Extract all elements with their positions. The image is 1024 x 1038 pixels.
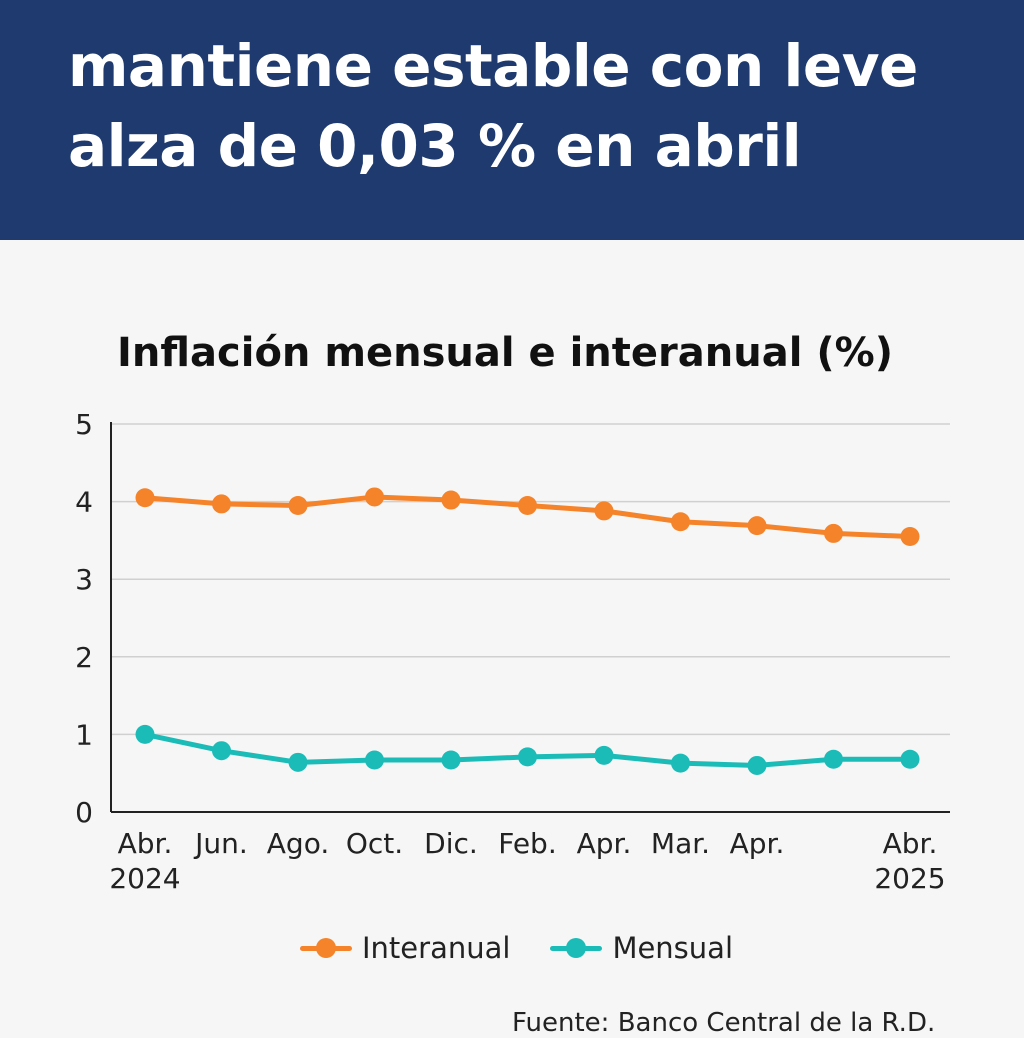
x-tick-label-0: Abr. [118,827,173,860]
data-point-mensual-6 [594,745,614,765]
x-tick-label-8: Apr. [730,827,785,860]
legend-label-mensual: Mensual [612,931,733,965]
data-point-mensual-4 [441,750,461,770]
x-tick-label-7: Mar. [651,827,710,860]
x-tick-year-10: 2025 [874,862,945,895]
data-point-interanual-7 [671,512,690,532]
y-tick-label-5: 5 [75,408,93,441]
legend-item-interanual: Interanual [300,931,510,965]
headline-line-1: mantiene estable con leve [68,32,918,100]
source-note: Fuente: Banco Central de la R.D. [512,1008,936,1038]
data-point-mensual-0 [135,724,155,744]
data-point-interanual-1 [212,494,231,514]
data-point-interanual-6 [594,501,614,521]
data-point-interanual-8 [747,516,767,536]
data-point-interanual-4 [441,490,461,510]
header-banner: mantiene estable con leve alza de 0,03 %… [0,0,1024,240]
y-tick-label-2: 2 [75,641,93,674]
y-tick-label-3: 3 [75,563,93,596]
data-point-interanual-9 [824,523,843,543]
x-tick-label-4: Dic. [424,827,478,860]
legend-item-mensual: Mensual [550,931,733,965]
data-point-mensual-1 [212,741,231,761]
y-tick-label-4: 4 [75,486,93,519]
data-point-interanual-3 [365,487,384,507]
data-point-mensual-3 [365,750,384,770]
y-tick-label-1: 1 [75,718,93,751]
x-tick-label-3: Oct. [346,827,403,860]
data-point-mensual-8 [747,755,767,775]
x-tick-label-2: Ago. [267,827,329,860]
legend-dot-mensual [566,938,587,958]
headline-line-2: alza de 0,03 % en abril [68,112,802,180]
data-point-mensual-2 [288,752,308,772]
data-point-mensual-7 [671,753,690,773]
data-point-mensual-9 [824,749,843,769]
y-tick-label-0: 0 [75,796,93,829]
data-point-mensual-5 [518,747,537,767]
legend-swatch-interanual [300,936,352,960]
data-point-interanual-5 [518,495,537,515]
chart-title: Inflación mensual e interanual (%) [117,330,893,376]
legend-dot-interanual [316,938,336,958]
x-tick-label-1: Jun. [193,827,248,860]
legend-swatch-mensual [550,936,603,960]
data-point-interanual-2 [288,495,308,515]
data-point-mensual-10 [900,749,920,769]
headline: mantiene estable con leve alza de 0,03 %… [68,26,998,186]
x-tick-label-5: Feb. [498,827,556,860]
x-tick-label-10: Abr. [883,827,938,860]
legend-label-interanual: Interanual [362,931,511,965]
chart-legend: Interanual Mensual [300,925,773,971]
data-point-interanual-10 [900,527,920,547]
data-point-interanual-0 [135,488,155,508]
x-tick-label-6: Apr. [577,827,632,860]
x-tick-year-0: 2024 [109,862,180,895]
